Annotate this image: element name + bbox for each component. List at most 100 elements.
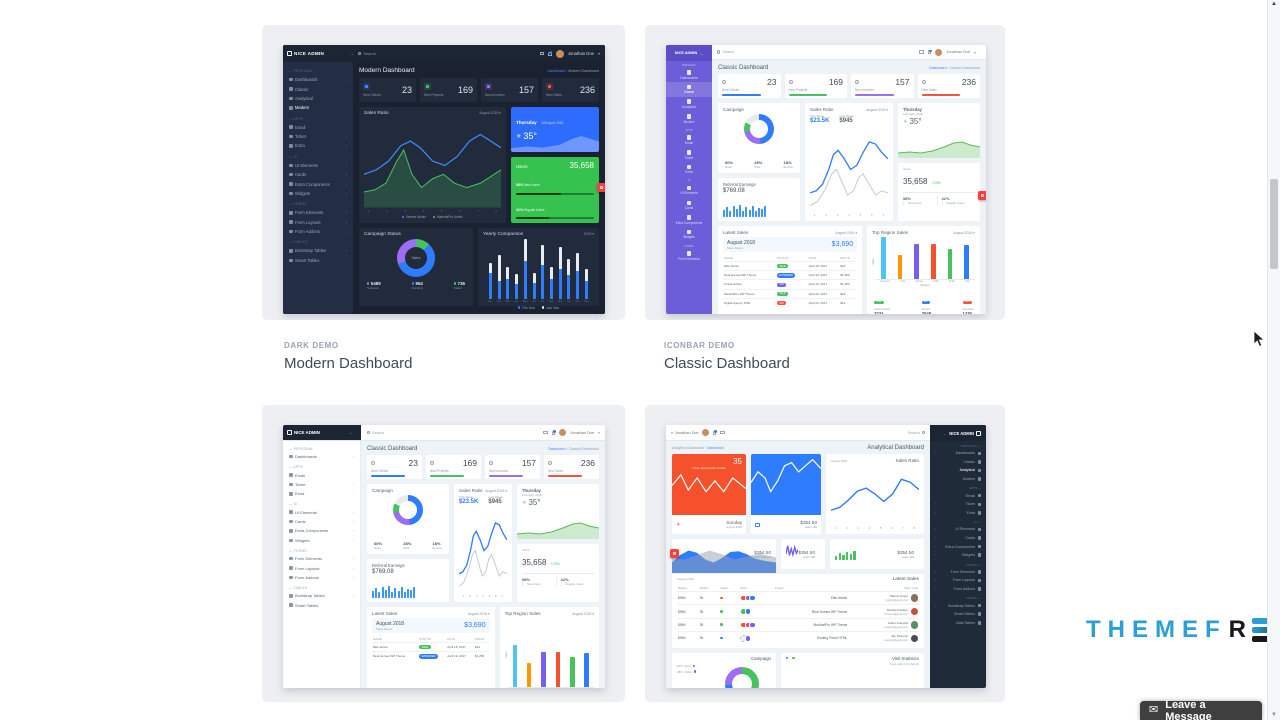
legend-item: MaterialPro Admin — [432, 215, 463, 219]
stat-value: 236 — [580, 458, 595, 468]
stat-card: 169 New Projects — [784, 74, 847, 98]
watermark-e-glyph — [1252, 618, 1280, 642]
sidebar: PERSONAL DashboardsClassicAnalyticalModer… — [283, 62, 353, 314]
nav-item: Email — [930, 491, 986, 500]
split-stat: 42% Regular Users — [555, 576, 595, 586]
stat-card: 23 New Clients — [367, 455, 422, 479]
weather-day: Thursday — [516, 120, 537, 125]
invoices-icon — [855, 80, 859, 84]
stat-value: 23 — [408, 458, 418, 468]
axis-tick-label: 6 — [871, 213, 873, 217]
bar — [732, 206, 735, 217]
nav-item: Bootstrap Tables — [283, 591, 360, 600]
search-field: Search — [367, 425, 384, 440]
page-scrollbar[interactable]: ▲ ▼ — [1267, 0, 1280, 720]
demo-title-link[interactable]: Classic Dashboard — [664, 355, 790, 372]
sun-icon: ☀ — [903, 118, 908, 125]
bar — [512, 645, 518, 688]
table-row: Real Homes WP Theme EXTENDED April 19, 201… — [372, 651, 490, 661]
bar — [410, 590, 413, 598]
weather-temp: 35° — [528, 498, 541, 507]
y-axis-label: Sales — [872, 258, 876, 266]
demo-card-classic-dashboard[interactable]: NICE ADMIN → PERSONAL Dashboards Classic Ana… — [645, 25, 1005, 320]
demo-title-link[interactable]: Modern Dashboard — [284, 355, 413, 372]
scrollbar-down-arrow[interactable]: ▼ — [1271, 712, 1277, 718]
stacked-bar — [567, 259, 571, 299]
status-badge: SALE — [776, 264, 789, 269]
cell-date: April 19, 2017 — [807, 270, 840, 280]
breadcrumb-current: Classic Dashboard — [568, 447, 599, 451]
stat-value: 157 — [521, 458, 536, 468]
lead-name: Jan Petrovic — [890, 634, 908, 639]
progress-label: Regular Users — [524, 207, 545, 212]
nav-section-label: Personal — [930, 441, 986, 449]
bar — [397, 591, 400, 598]
nav-section-label: APPS — [289, 117, 347, 121]
demo-card-modern-dashboard[interactable]: NICE ADMIN → Search Jonathan Doe ▾ PERSO… — [262, 25, 625, 320]
nav-item: Modern — [666, 112, 712, 127]
campaign-status-card: Campaign Status Status 5489 Success 954 Pe… — [359, 228, 473, 306]
stat-pct: 58% — [522, 576, 531, 582]
campaign-card: Campaign 60% Open 28% Click 18% Bounce — [718, 103, 800, 173]
split-stat: 58% New Users — [522, 577, 556, 586]
cell-name: Ample Admin — [723, 279, 776, 290]
mouse-cursor — [1253, 330, 1266, 348]
status-dot — [720, 623, 724, 626]
cell-weeks: 35 — [698, 604, 720, 619]
region-badge: AUS — [962, 300, 973, 304]
column-header: DATE — [808, 255, 817, 260]
team-avatars — [740, 594, 773, 602]
legend-label: Clicks — [684, 669, 693, 674]
weather-chart — [898, 138, 980, 158]
mail-icon — [539, 51, 545, 56]
weather-temp: 35 — [733, 457, 742, 466]
scrollbar-thumb[interactable] — [1270, 179, 1278, 269]
nav-section-label: Tables — [930, 593, 986, 601]
stat-label: sales 180 — [902, 554, 914, 559]
nav-item: Email — [283, 123, 353, 132]
weather-card: Thursday 12th April, 2018 ☀ 35° — [517, 484, 599, 539]
search-field: Search — [358, 51, 376, 56]
nav-item: Form Elements — [930, 568, 986, 577]
bar — [541, 652, 546, 688]
axis-tick-label: 4 — [482, 594, 484, 598]
bar — [400, 587, 403, 598]
stat-label: Click — [403, 546, 410, 550]
nav-section-label: TABLES — [289, 240, 347, 244]
stacked-bar — [506, 267, 510, 299]
campaign-stat: 28% Click — [754, 160, 762, 169]
main-content: Modern Dashboard Dashboard › Modern Dash… — [353, 62, 605, 314]
legend-label: Open — [684, 664, 692, 668]
cell-price: $24 — [473, 641, 490, 652]
topbar: ▾ Jonathan Doe Search — [666, 425, 930, 441]
cell-date: April 23, 2017 — [807, 297, 840, 307]
axis-tick-label: India — [933, 280, 939, 283]
search-field: Search — [717, 50, 734, 54]
demo-card-analytical-dashboard[interactable]: ▾ Jonathan Doe Search Analytical Dashboa… — [645, 405, 1005, 702]
nav-section-label: UI — [687, 179, 691, 183]
leave-a-message-button[interactable]: ✉ Leave a Message — [1140, 699, 1262, 720]
region-badge: USA — [874, 300, 884, 304]
nav-section-label: Forms — [930, 560, 986, 568]
axis-tick-label: France — [915, 280, 923, 283]
lead-name: Julian Josephs — [887, 620, 908, 625]
search-icon — [717, 50, 721, 54]
page-title: Classic Dashboard — [718, 65, 769, 71]
stat-label: Last Week — [488, 495, 503, 499]
demo-card-classic-sidebar-dashboard[interactable]: NICE ADMIN → Search Jonathan Doe ▾ PERSON… — [262, 405, 625, 702]
campaign-stat: 18% Bounce — [784, 160, 794, 169]
stat-value: 169 — [462, 458, 477, 468]
status-badge: TAX — [776, 300, 787, 306]
stat-label: Regular Users — [941, 200, 976, 205]
axis-tick-label: 7 — [477, 208, 479, 213]
scrollbar-up-arrow[interactable]: ▲ — [1271, 1, 1277, 7]
axis-tick-label: Mar — [505, 300, 510, 303]
stacked-bar — [576, 253, 580, 299]
region-name: United States — [874, 308, 891, 312]
avatar — [910, 621, 918, 629]
stat-pct: 42% — [941, 195, 950, 201]
referral-value: $769.08 — [723, 188, 745, 194]
bar — [838, 553, 841, 560]
cell-price: $1,250 — [839, 270, 858, 280]
